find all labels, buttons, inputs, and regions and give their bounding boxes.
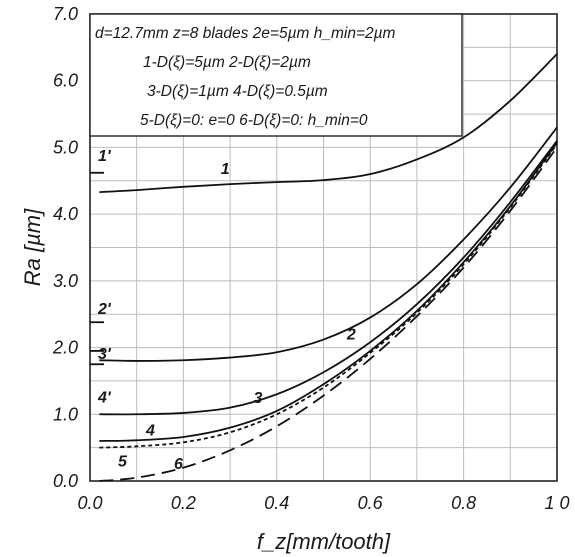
axis-marker-label: 2' — [97, 301, 112, 318]
y-axis-label: Ra [µm] — [20, 208, 45, 286]
x-tick-label: 0.0 — [77, 493, 102, 513]
axis-marker-label: 1' — [98, 148, 112, 165]
x-tick-labels: 0.0 0.2 0.4 0.6 0.8 1 0 — [77, 493, 569, 513]
series-1-line — [99, 53, 558, 194]
legend-line: 3-D(ξ)=1µm 4-D(ξ)=0.5µm — [147, 83, 328, 100]
x-tick-label: 1 0 — [544, 493, 569, 513]
x-tick-label: 0.4 — [264, 493, 289, 513]
y-tick-labels: 0.0 1.0 2.0 3.0 4.0 5.0 6.0 7.0 — [52, 4, 78, 491]
y-tick-label: 3.0 — [53, 271, 78, 291]
x-tick-label: 0.6 — [358, 493, 384, 513]
curve-label-1: 1 — [221, 161, 230, 178]
y-tick-label: 4.0 — [53, 204, 78, 224]
legend-box — [89, 13, 463, 137]
x-tick-label: 0.2 — [171, 493, 196, 513]
y-tick-label: 5.0 — [53, 137, 78, 157]
series-group — [99, 53, 558, 482]
y-tick-label: 6.0 — [53, 71, 78, 91]
curve-label-5: 5 — [118, 453, 128, 470]
legend-line: 5-D(ξ)=0: e=0 6-D(ξ)=0: h_min=0 — [140, 112, 368, 129]
curve-label-2: 2 — [346, 327, 356, 344]
axis-marker-label: 3' — [98, 346, 112, 363]
x-axis-label: f_z[mm/tooth] — [257, 529, 391, 554]
series-3-line — [99, 140, 558, 416]
curve-label-6: 6 — [174, 456, 183, 473]
curve-label-4: 4 — [145, 423, 155, 440]
legend-lines: d=12.7mm z=8 blades 2e=5µm h_min=2µm 1-D(… — [95, 25, 396, 129]
series-2-line — [99, 126, 558, 362]
series-4-line — [99, 142, 558, 442]
legend-line: 1-D(ξ)=5µm 2-D(ξ)=2µm — [143, 54, 311, 71]
y-tick-label: 7.0 — [53, 4, 78, 24]
legend-line: d=12.7mm z=8 blades 2e=5µm h_min=2µm — [95, 25, 396, 42]
curve-label-3: 3 — [253, 390, 262, 407]
y-tick-label: 0.0 — [53, 471, 78, 491]
series-6-line — [99, 146, 558, 482]
axis-markers: 1' 2' 3' 4' — [90, 148, 112, 406]
y-tick-label: 2.0 — [52, 338, 78, 358]
series-5-line — [99, 143, 558, 449]
y-tick-label: 1.0 — [53, 404, 78, 424]
curve-labels: 1 2 3 45 6 — [118, 161, 356, 473]
axis-marker-label: 4' — [97, 389, 112, 406]
x-tick-label: 0.8 — [451, 493, 476, 513]
